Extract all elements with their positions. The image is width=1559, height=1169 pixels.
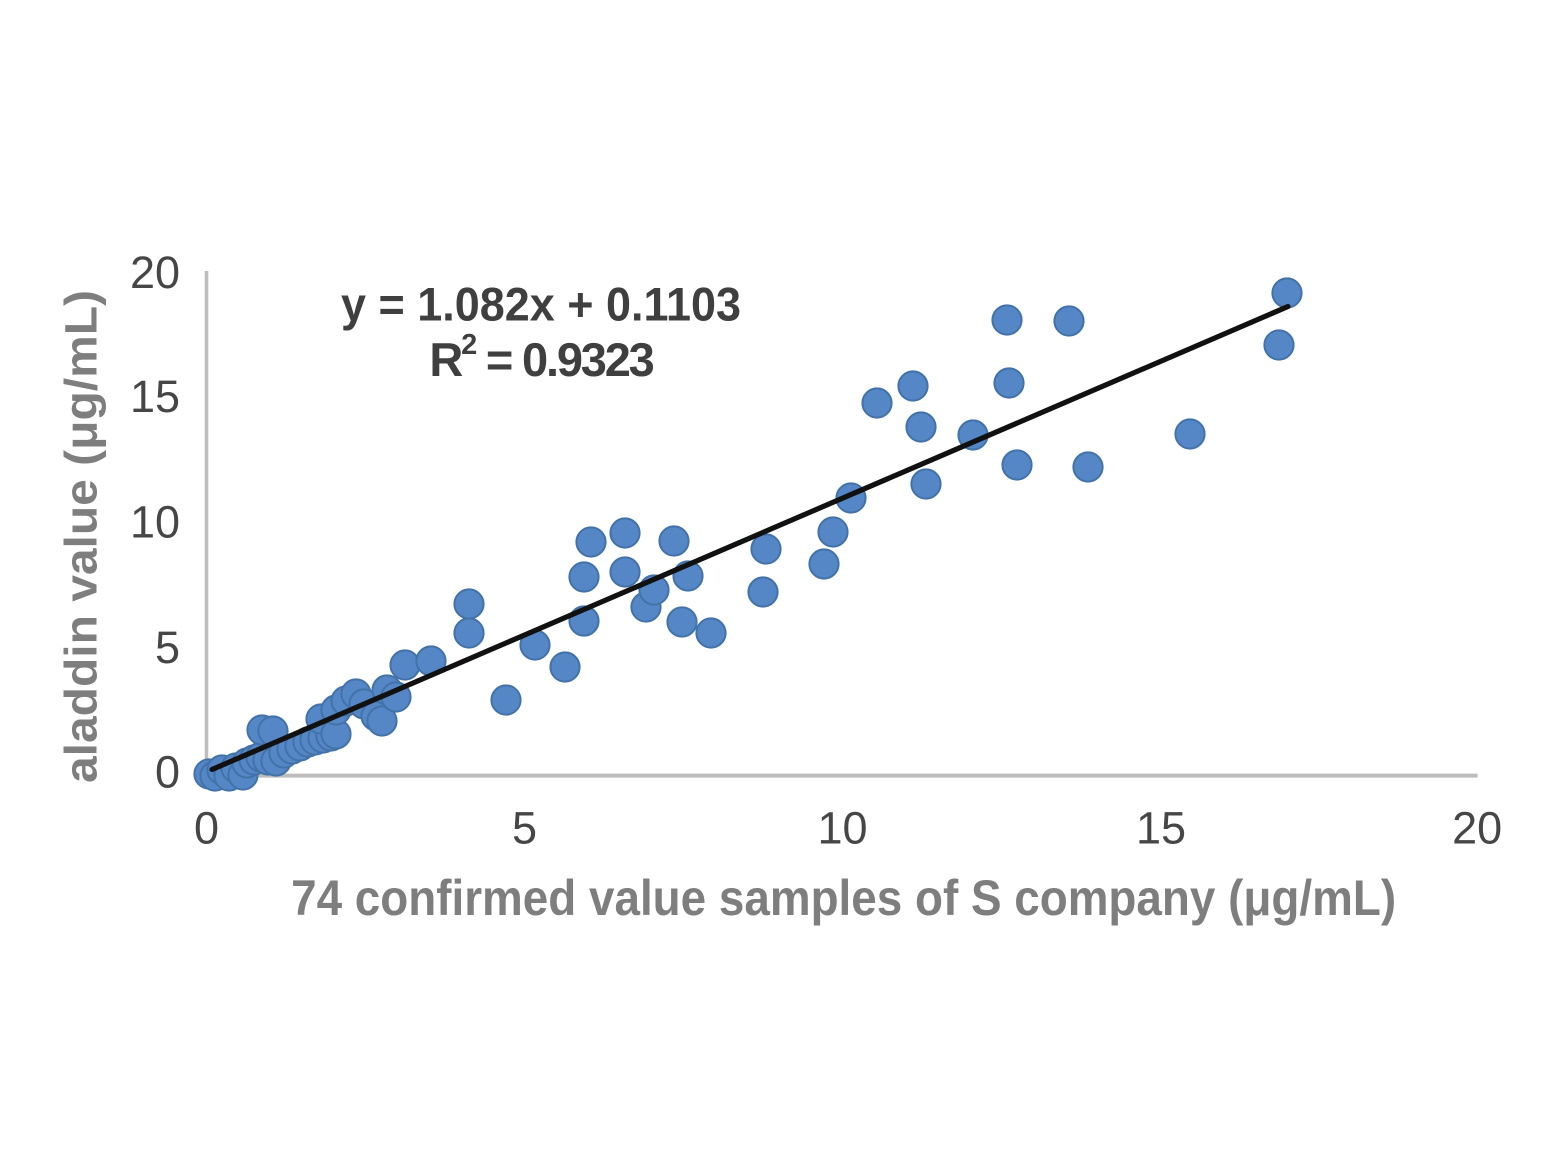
svg-text:20: 20 — [1452, 803, 1502, 854]
svg-text:R2 = 0.9323: R2 = 0.9323 — [429, 329, 653, 386]
svg-text:20: 20 — [130, 247, 180, 298]
svg-text:10: 10 — [130, 497, 180, 548]
svg-text:aladdin value (μg/mL): aladdin value (μg/mL) — [56, 290, 107, 783]
svg-text:0: 0 — [155, 746, 180, 797]
svg-text:5: 5 — [155, 622, 180, 673]
svg-text:y = 1.082x + 0.1103: y = 1.082x + 0.1103 — [341, 278, 741, 331]
svg-text:0: 0 — [194, 803, 219, 854]
svg-text:5: 5 — [512, 803, 537, 854]
svg-text:15: 15 — [130, 371, 180, 422]
svg-text:10: 10 — [817, 803, 867, 854]
svg-text:74 confirmed value samples of: 74 confirmed value samples of S company … — [291, 870, 1396, 926]
svg-text:15: 15 — [1136, 803, 1186, 854]
